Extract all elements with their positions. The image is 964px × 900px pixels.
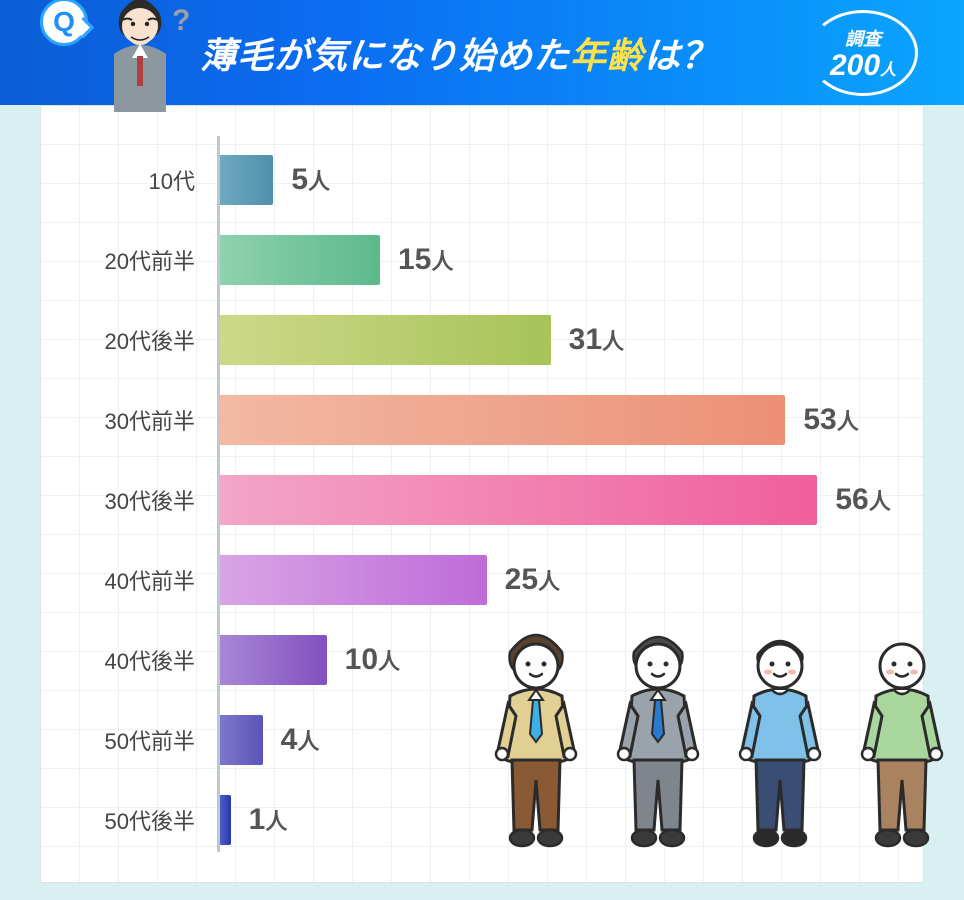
category-label: 40代後半 <box>41 644 209 676</box>
category-label: 50代前半 <box>41 724 209 756</box>
category-label: 30代後半 <box>41 484 209 516</box>
bar-row: 20代後半 31人 <box>41 300 923 380</box>
category-label: 30代前半 <box>41 404 209 436</box>
category-label: 20代後半 <box>41 324 209 356</box>
person-icon <box>730 624 830 852</box>
title-highlight: 年齢 <box>570 35 644 76</box>
category-label: 20代前半 <box>41 244 209 276</box>
person-icon <box>486 624 586 852</box>
header: Q ? 薄毛が気になり始めた年齢は？ 調査 200人 <box>0 0 964 105</box>
bar-value: 10人 <box>345 643 400 677</box>
bar-wrap: 5人 <box>220 155 923 205</box>
survey-number: 200人 <box>830 51 896 81</box>
bar-value: 5人 <box>291 163 330 197</box>
bar-row: 30代後半 56人 <box>41 460 923 540</box>
survey-label: 調査 <box>845 25 881 51</box>
bar-row: 30代前半 53人 <box>41 380 923 460</box>
bar-wrap: 31人 <box>220 315 923 365</box>
q-letter: Q <box>53 6 75 38</box>
question-bubble-icon: Q <box>40 0 88 46</box>
bar-value: 31人 <box>569 323 624 357</box>
bar-wrap: 25人 <box>220 555 923 605</box>
title-post: は？ <box>644 35 718 76</box>
bar <box>220 555 487 605</box>
bar <box>220 635 327 685</box>
man-thinking-icon <box>98 0 182 112</box>
bar-row: 20代前半 15人 <box>41 220 923 300</box>
bar-value: 4人 <box>281 723 320 757</box>
bar <box>220 715 263 765</box>
bar-value: 25人 <box>505 563 560 597</box>
bar-wrap: 56人 <box>220 475 923 525</box>
category-label: 10代 <box>41 164 209 196</box>
people-illustrations <box>486 624 952 852</box>
chart-panel: 10代 5人 20代前半 15人 20代後半 31人 30代前半 53人 30代後半 56人 40代… <box>40 105 924 883</box>
thinking-man-illustration: Q ? <box>40 0 200 116</box>
bar <box>220 315 551 365</box>
title-pre: 薄毛が気になり始めた <box>200 35 570 76</box>
bar <box>220 155 273 205</box>
bar-wrap: 15人 <box>220 235 923 285</box>
bar-value: 15人 <box>398 243 453 277</box>
page-title: 薄毛が気になり始めた年齢は？ <box>200 27 718 79</box>
bar <box>220 235 380 285</box>
bar <box>220 475 817 525</box>
person-icon <box>608 624 708 852</box>
bar-row: 10代 5人 <box>41 140 923 220</box>
bar-row: 40代前半 25人 <box>41 540 923 620</box>
bar <box>220 795 231 845</box>
bar-value: 1人 <box>249 803 288 837</box>
bar <box>220 395 785 445</box>
survey-count-badge: 調査 200人 <box>808 10 918 96</box>
bar-value: 53人 <box>803 403 858 437</box>
person-icon <box>852 624 952 852</box>
category-label: 50代後半 <box>41 804 209 836</box>
bar-wrap: 53人 <box>220 395 923 445</box>
bar-value: 56人 <box>835 483 890 517</box>
category-label: 40代前半 <box>41 564 209 596</box>
